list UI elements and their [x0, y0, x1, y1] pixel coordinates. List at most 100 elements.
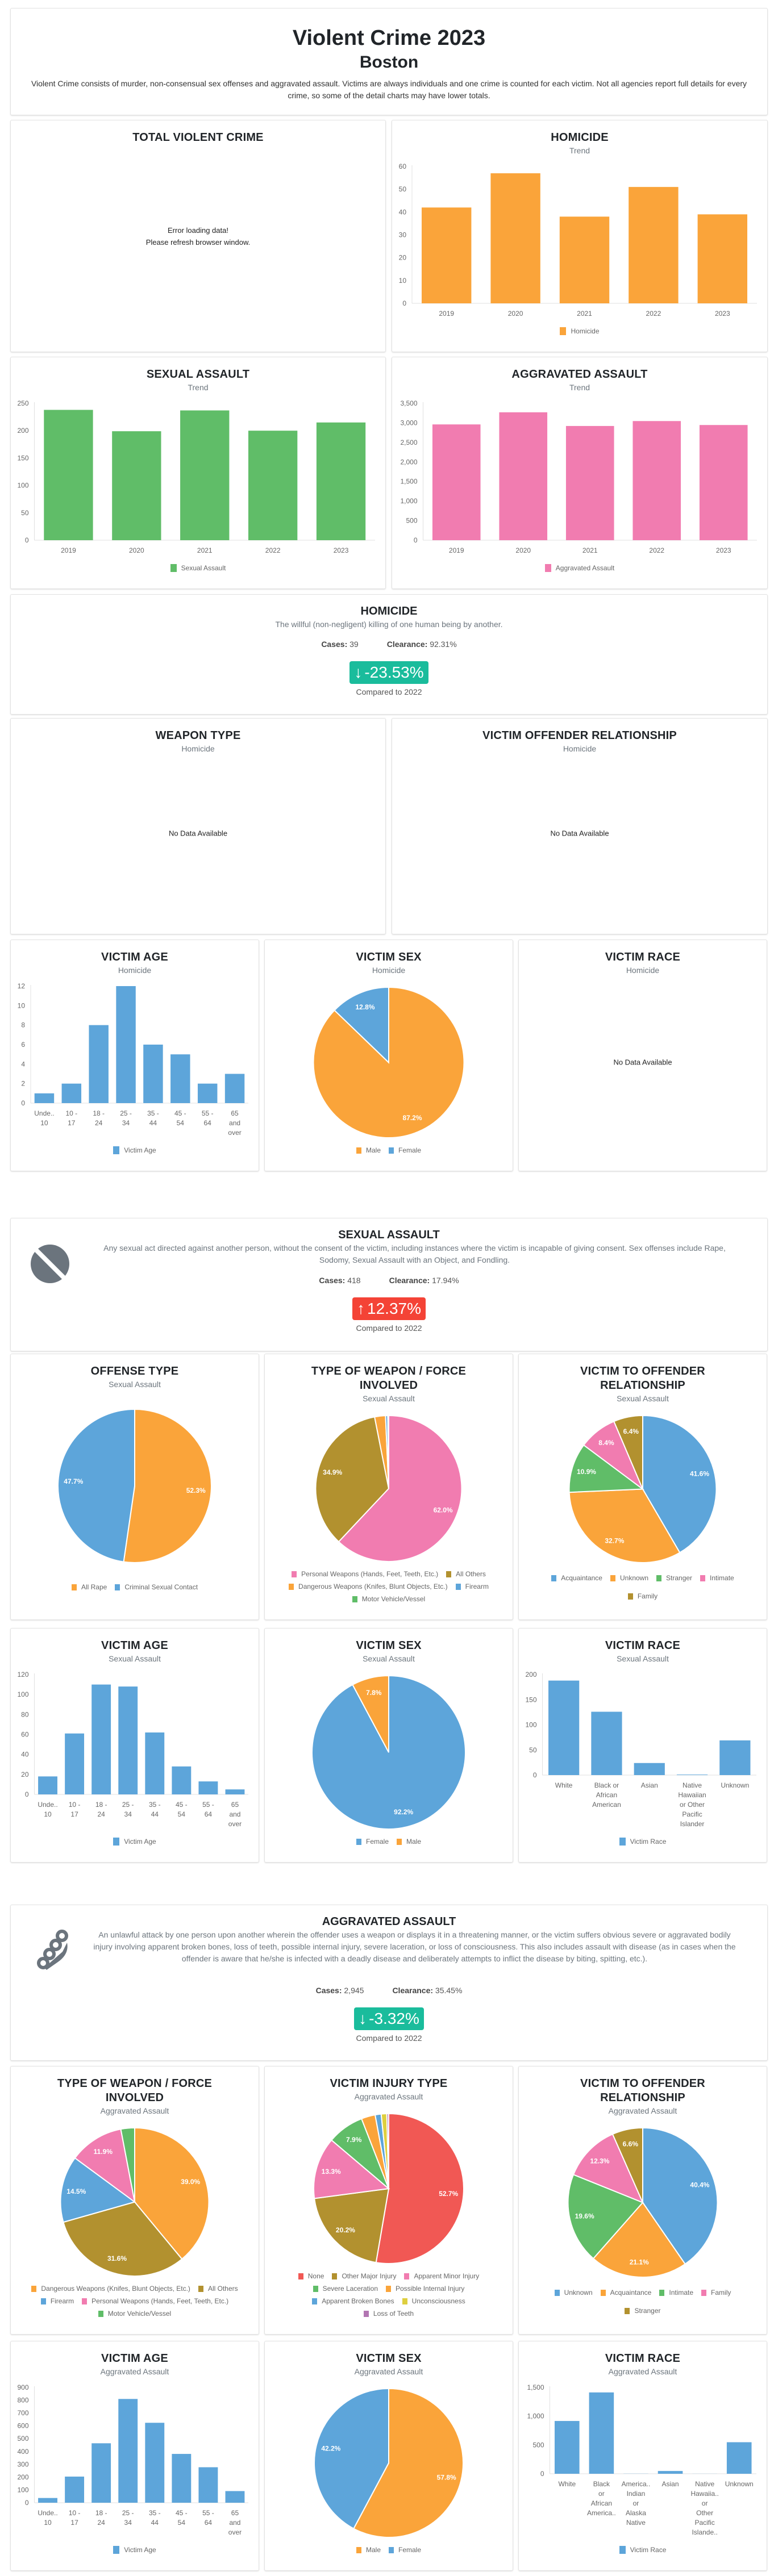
- homicide-summary-card: HOMICIDE The willful (non-negligent) kil…: [10, 594, 768, 715]
- legend-item[interactable]: Motor Vehicle/Vessel: [98, 2308, 171, 2319]
- legend-item[interactable]: Family: [701, 2284, 731, 2301]
- bar: [726, 2442, 752, 2474]
- legend-item[interactable]: Male: [356, 2544, 381, 2556]
- legend-item[interactable]: Unknown: [554, 2284, 593, 2301]
- legend-item[interactable]: Victim Age: [113, 1836, 156, 1847]
- legend-label: Motor Vehicle/Vessel: [361, 1595, 426, 1603]
- x-tick-label: Unde.. 10: [38, 2509, 57, 2527]
- cases-value: 2,945: [344, 1986, 364, 1995]
- legend-label: Unconsciousness: [411, 2297, 465, 2305]
- legend-swatch: [619, 2546, 626, 2554]
- legend-label: Criminal Sexual Contact: [124, 1583, 198, 1591]
- legend-item[interactable]: Stranger: [656, 1569, 692, 1586]
- cases-stat: Cases: 418: [319, 1276, 360, 1285]
- y-tick-label: 1,500: [400, 478, 417, 486]
- legend-item[interactable]: Stranger: [625, 2302, 661, 2319]
- legend-item[interactable]: Female: [389, 1145, 421, 1156]
- x-tick-label-line: 2019: [61, 546, 76, 554]
- bar: [248, 431, 298, 540]
- legend-label: Female: [398, 1146, 422, 1154]
- bar: [554, 2421, 580, 2474]
- legend-item[interactable]: All Rape: [71, 1569, 107, 1605]
- legend-item[interactable]: Male: [356, 1145, 381, 1156]
- legend-label: Firearm: [50, 2297, 74, 2305]
- bar: [548, 1680, 580, 1775]
- legend-item[interactable]: Victim Race: [619, 1836, 666, 1847]
- legend-item[interactable]: Family: [627, 1588, 658, 1605]
- bar: [421, 207, 472, 303]
- x-tick-label-line: 24: [97, 2519, 105, 2527]
- aa-victim-sex-card: VICTIM SEX Aggravated Assault 57.8% 42.2%…: [264, 2341, 513, 2571]
- relationship-chart: 41.6% 32.7% 10.9% 8.4% 6.4%: [568, 1414, 717, 1563]
- x-tick-label-line: 18 -: [95, 2509, 107, 2517]
- legend-item[interactable]: Possible Internal Injury: [386, 2283, 464, 2294]
- legend-item[interactable]: None: [298, 2270, 324, 2282]
- legend-item[interactable]: Unconsciousness: [402, 2295, 465, 2307]
- sexual-assault-trend-chart: 0 50 100 150 200 250 2019 2020 2021 2022 2023: [17, 399, 375, 554]
- x-tick-label-line: Unde..: [38, 1801, 57, 1809]
- legend-swatch: [455, 1583, 461, 1590]
- legend-item[interactable]: Victim Age: [113, 2544, 156, 2556]
- legend-item[interactable]: All Others: [198, 2283, 238, 2294]
- legend-item[interactable]: All Others: [446, 1568, 486, 1580]
- legend-item[interactable]: Other Major Injury: [332, 2270, 396, 2282]
- legend-item[interactable]: Dangerous Weapons (Knifes, Blunt Objects…: [289, 1581, 448, 1592]
- y-tick-label: 0: [414, 536, 418, 544]
- legend-item[interactable]: Victim Race: [619, 2544, 666, 2556]
- legend-item[interactable]: Intimate: [659, 2284, 693, 2301]
- victim-sex-chart: 92.2% 7.8%: [311, 1675, 466, 1830]
- x-tick-label: 2021: [197, 546, 213, 554]
- section-stats: Cases: 2,945 Clearance: 35.45%: [11, 1986, 767, 1995]
- x-tick-label: 10 - 17: [65, 1109, 77, 1127]
- y-tick-label: 0: [540, 2470, 544, 2478]
- legend-label: Dangerous Weapons (Knifes, Blunt Objects…: [298, 1583, 448, 1590]
- legend-item[interactable]: Severe Laceration: [313, 2283, 378, 2294]
- x-tick-label-line: over: [228, 1129, 241, 1137]
- legend-item[interactable]: Firearm: [40, 2295, 74, 2307]
- legend-item[interactable]: Sexual Assault: [170, 562, 226, 574]
- x-tick-label-line: Black: [593, 2480, 610, 2488]
- legend-label: Apparent Broken Bones: [322, 2297, 394, 2305]
- legend-item[interactable]: Apparent Broken Bones: [312, 2295, 394, 2307]
- slice-label: 11.9%: [94, 2148, 113, 2156]
- legend-item[interactable]: Criminal Sexual Contact: [115, 1569, 198, 1605]
- legend-label: Unknown: [564, 2289, 593, 2297]
- legend-item[interactable]: Male: [397, 1836, 421, 1847]
- pie-slice: [123, 1408, 212, 1563]
- legend-item[interactable]: Firearm: [455, 1581, 489, 1592]
- compared-label: Compared to 2022: [356, 2034, 422, 2043]
- x-tick-label-line: 2020: [515, 546, 531, 554]
- legend-item[interactable]: Victim Age: [113, 1145, 156, 1156]
- bar: [65, 2476, 85, 2503]
- x-tick-label-line: 2019: [449, 546, 464, 554]
- bar: [89, 1025, 109, 1103]
- legend-item[interactable]: Acquaintance: [551, 1569, 602, 1586]
- legend-item[interactable]: Homicide: [560, 325, 600, 337]
- legend-item[interactable]: Apparent Minor Injury: [404, 2270, 479, 2282]
- sa-victim-race-card: VICTIM RACE Sexual Assault 0 50 100 150 200 W…: [518, 1628, 767, 1863]
- legend-item[interactable]: Intimate: [700, 1569, 734, 1586]
- legend-item[interactable]: Loss of Teeth: [363, 2308, 414, 2319]
- legend-item[interactable]: Dangerous Weapons (Knifes, Blunt Objects…: [31, 2283, 190, 2294]
- legend-item[interactable]: Personal Weapons (Hands, Feet, Teeth, Et…: [82, 2295, 228, 2307]
- y-tick-label: 1,500: [527, 2383, 544, 2391]
- legend-item[interactable]: Aggravated Assault: [544, 562, 614, 574]
- legend-item[interactable]: Motor Vehicle/Vessel: [352, 1593, 425, 1605]
- x-tick-label: Unde.. 10: [38, 1801, 57, 1818]
- legend-item[interactable]: Unknown: [610, 1569, 648, 1586]
- legend-item[interactable]: Personal Weapons (Hands, Feet, Teeth, Et…: [292, 1568, 438, 1580]
- x-tick-label-line: American: [592, 1801, 621, 1809]
- card-title: VICTIM INJURY TYPE: [330, 2077, 448, 2090]
- y-tick-label: 500: [532, 2441, 544, 2449]
- legend-swatch: [113, 1146, 120, 1154]
- x-tick-label-line: 2022: [646, 310, 661, 318]
- legend-item[interactable]: Female: [389, 2544, 421, 2556]
- legend-item[interactable]: Acquaintance: [600, 2284, 651, 2301]
- y-tick-label: 40: [21, 1751, 29, 1759]
- card-title: WEAPON TYPE: [155, 729, 241, 742]
- x-tick-label-line: Native: [626, 2519, 646, 2527]
- x-tick-label-line: 2020: [508, 310, 523, 318]
- legend-item[interactable]: Female: [356, 1836, 389, 1847]
- legend-label: Victim Age: [124, 2546, 156, 2554]
